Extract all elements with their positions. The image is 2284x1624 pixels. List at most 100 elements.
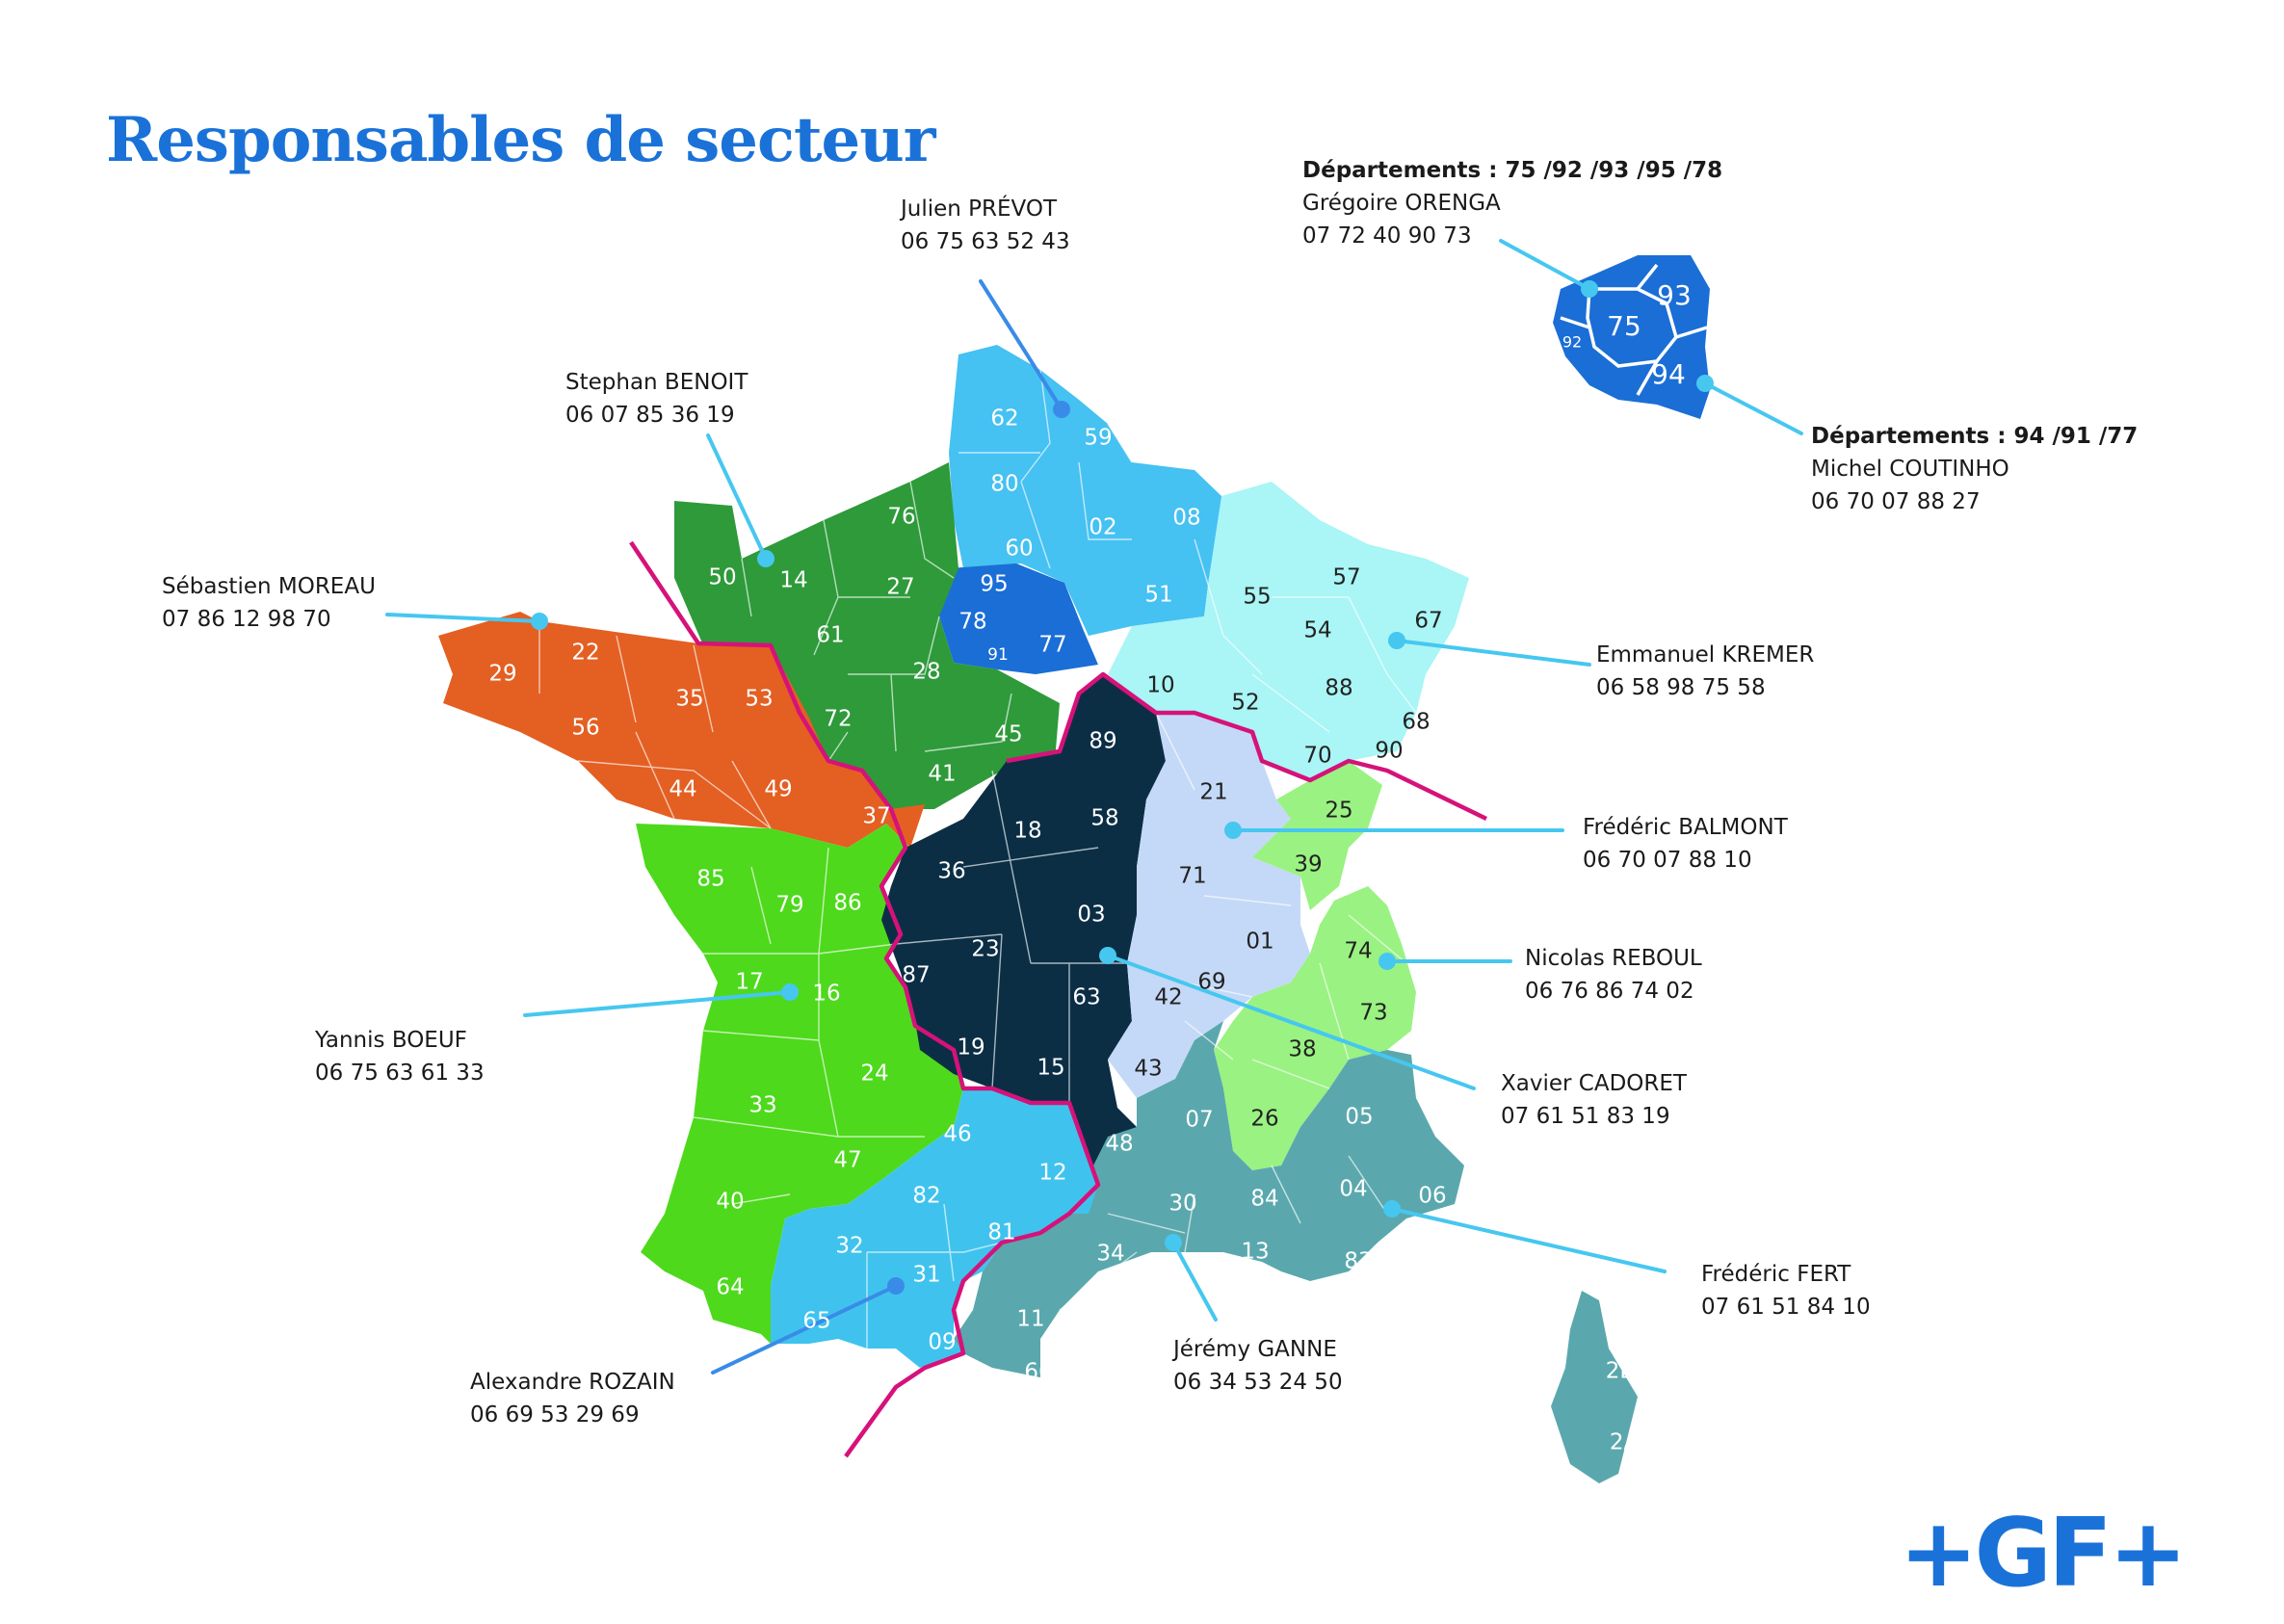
dept-05: 05 — [1345, 1105, 1373, 1130]
contact-name: Michel COUTINHO — [1811, 457, 2009, 482]
dept-38: 38 — [1288, 1037, 1316, 1062]
dept-78: 78 — [958, 610, 986, 635]
dept-19: 19 — [957, 1035, 984, 1061]
dept-62: 62 — [990, 406, 1018, 432]
dept-89: 89 — [1089, 729, 1116, 754]
dept-94-inset: 94 — [1651, 358, 1686, 390]
contact-nicolas-reboul: Nicolas REBOUL 06 76 86 74 02 — [1525, 942, 1702, 1008]
dept-24: 24 — [860, 1061, 888, 1087]
dept-87: 87 — [902, 963, 930, 988]
dept-67: 67 — [1414, 609, 1442, 634]
idf-contact-orenga: Départements : 75 /92 /93 /95 /78 Grégoi… — [1302, 154, 1722, 252]
dept-88: 88 — [1325, 676, 1352, 701]
dept-26: 26 — [1250, 1107, 1278, 1132]
dept-50: 50 — [708, 565, 736, 590]
contact-phone: 07 61 51 83 19 — [1501, 1104, 1670, 1129]
dept-02: 02 — [1089, 515, 1116, 540]
dept-81: 81 — [987, 1220, 1015, 1245]
contact-name: Julien PRÉVOT — [901, 196, 1058, 222]
contact-phone: 07 86 12 98 70 — [162, 607, 331, 632]
contact-xavier-cadoret: Xavier CADORET 07 61 51 83 19 — [1501, 1067, 1687, 1133]
dept-55: 55 — [1243, 585, 1271, 610]
contact-phone: 06 58 98 75 58 — [1596, 675, 1766, 700]
dept-36: 36 — [937, 859, 965, 884]
contact-alexandre-rozain: Alexandre ROZAIN 06 69 53 29 69 — [470, 1366, 675, 1431]
dept-90: 90 — [1375, 739, 1403, 764]
region-est[interactable] — [1108, 482, 1469, 780]
idf-inset-labels: 93 75 92 94 — [1562, 279, 1692, 390]
dept-76: 76 — [887, 505, 915, 530]
contact-phone: 06 75 63 61 33 — [315, 1061, 485, 1086]
dept-82: 82 — [912, 1184, 940, 1209]
region-alpes[interactable] — [1214, 761, 1416, 1170]
contact-stephan-benoit: Stephan BENOIT 06 07 85 36 19 — [565, 366, 748, 432]
contact-name: Emmanuel KREMER — [1596, 642, 1815, 668]
dept-66: 66 — [1024, 1360, 1052, 1385]
idf-departments: Départements : 75 /92 /93 /95 /78 — [1302, 158, 1723, 183]
page-title: Responsables de secteur — [106, 104, 935, 176]
contact-name: Yannis BOEUF — [315, 1028, 467, 1053]
dept-31: 31 — [912, 1263, 940, 1288]
dept-73: 73 — [1359, 1001, 1387, 1026]
dept-51: 51 — [1144, 583, 1172, 608]
dept-47: 47 — [833, 1148, 861, 1173]
dept-13: 13 — [1241, 1240, 1269, 1265]
dept-07: 07 — [1185, 1108, 1213, 1133]
region-bretagne[interactable] — [438, 612, 925, 848]
dept-83: 83 — [1344, 1249, 1372, 1274]
dept-2b: 2B — [1606, 1359, 1635, 1384]
contact-julien-prevot: Julien PRÉVOT 06 75 63 52 43 — [901, 193, 1070, 258]
idf-contact-coutinho: Départements : 94 /91 /77 Michel COUTINH… — [1811, 420, 2138, 518]
contact-name: Jérémy GANNE — [1173, 1337, 1337, 1362]
region-idf[interactable] — [939, 563, 1098, 674]
dept-27: 27 — [886, 575, 914, 600]
dept-41: 41 — [928, 762, 956, 787]
dept-22: 22 — [571, 641, 599, 666]
dept-03: 03 — [1077, 903, 1105, 928]
contact-name: Nicolas REBOUL — [1525, 946, 1702, 971]
region-sudouest[interactable] — [771, 1088, 1098, 1368]
sector-border-line — [629, 540, 1101, 1458]
dept-46: 46 — [943, 1122, 971, 1147]
contact-phone: 07 72 40 90 73 — [1302, 223, 1472, 249]
contact-frederic-fert: Frédéric FERT 07 61 51 84 10 — [1701, 1258, 1871, 1323]
contact-name: Frédéric FERT — [1701, 1262, 1851, 1287]
contact-phone: 06 34 53 24 50 — [1173, 1370, 1343, 1395]
dept-04: 04 — [1339, 1177, 1367, 1202]
dept-93-inset: 93 — [1657, 279, 1692, 311]
dept-21: 21 — [1199, 780, 1227, 805]
dept-33: 33 — [748, 1093, 776, 1118]
region-nord[interactable] — [949, 345, 1221, 636]
dept-56: 56 — [571, 716, 599, 741]
contact-phone: 06 75 63 52 43 — [901, 229, 1070, 254]
region-sudest[interactable] — [954, 1021, 1638, 1483]
dept-32: 32 — [835, 1234, 863, 1259]
contact-emmanuel-kremer: Emmanuel KREMER 06 58 98 75 58 — [1596, 639, 1814, 704]
dept-60: 60 — [1005, 537, 1033, 562]
dept-09: 09 — [928, 1330, 956, 1355]
dept-86: 86 — [833, 891, 861, 916]
region-bourgogne[interactable] — [1108, 713, 1310, 1098]
dept-08: 08 — [1172, 506, 1200, 531]
contact-name: Frédéric BALMONT — [1583, 815, 1788, 840]
region-normandie[interactable] — [674, 462, 1060, 809]
dept-85: 85 — [696, 867, 724, 892]
dept-74: 74 — [1344, 939, 1372, 964]
dept-53: 53 — [745, 687, 773, 712]
dept-69: 69 — [1197, 970, 1225, 995]
contact-phone: 07 61 51 84 10 — [1701, 1295, 1871, 1320]
contact-name: Alexandre ROZAIN — [470, 1370, 675, 1395]
contact-jeremy-ganne: Jérémy GANNE 06 34 53 24 50 — [1173, 1333, 1343, 1399]
dept-10: 10 — [1146, 673, 1174, 698]
contact-phone: 06 70 07 88 10 — [1583, 848, 1752, 873]
dept-42: 42 — [1154, 985, 1182, 1010]
dept-91: 91 — [987, 645, 1009, 665]
dept-95: 95 — [980, 572, 1008, 597]
dept-45: 45 — [994, 722, 1022, 747]
dept-58: 58 — [1090, 806, 1118, 831]
idf-departments: Départements : 94 /91 /77 — [1811, 424, 2139, 449]
dept-68: 68 — [1402, 710, 1430, 735]
contact-name: Stephan BENOIT — [565, 370, 748, 395]
dept-79: 79 — [775, 893, 803, 918]
